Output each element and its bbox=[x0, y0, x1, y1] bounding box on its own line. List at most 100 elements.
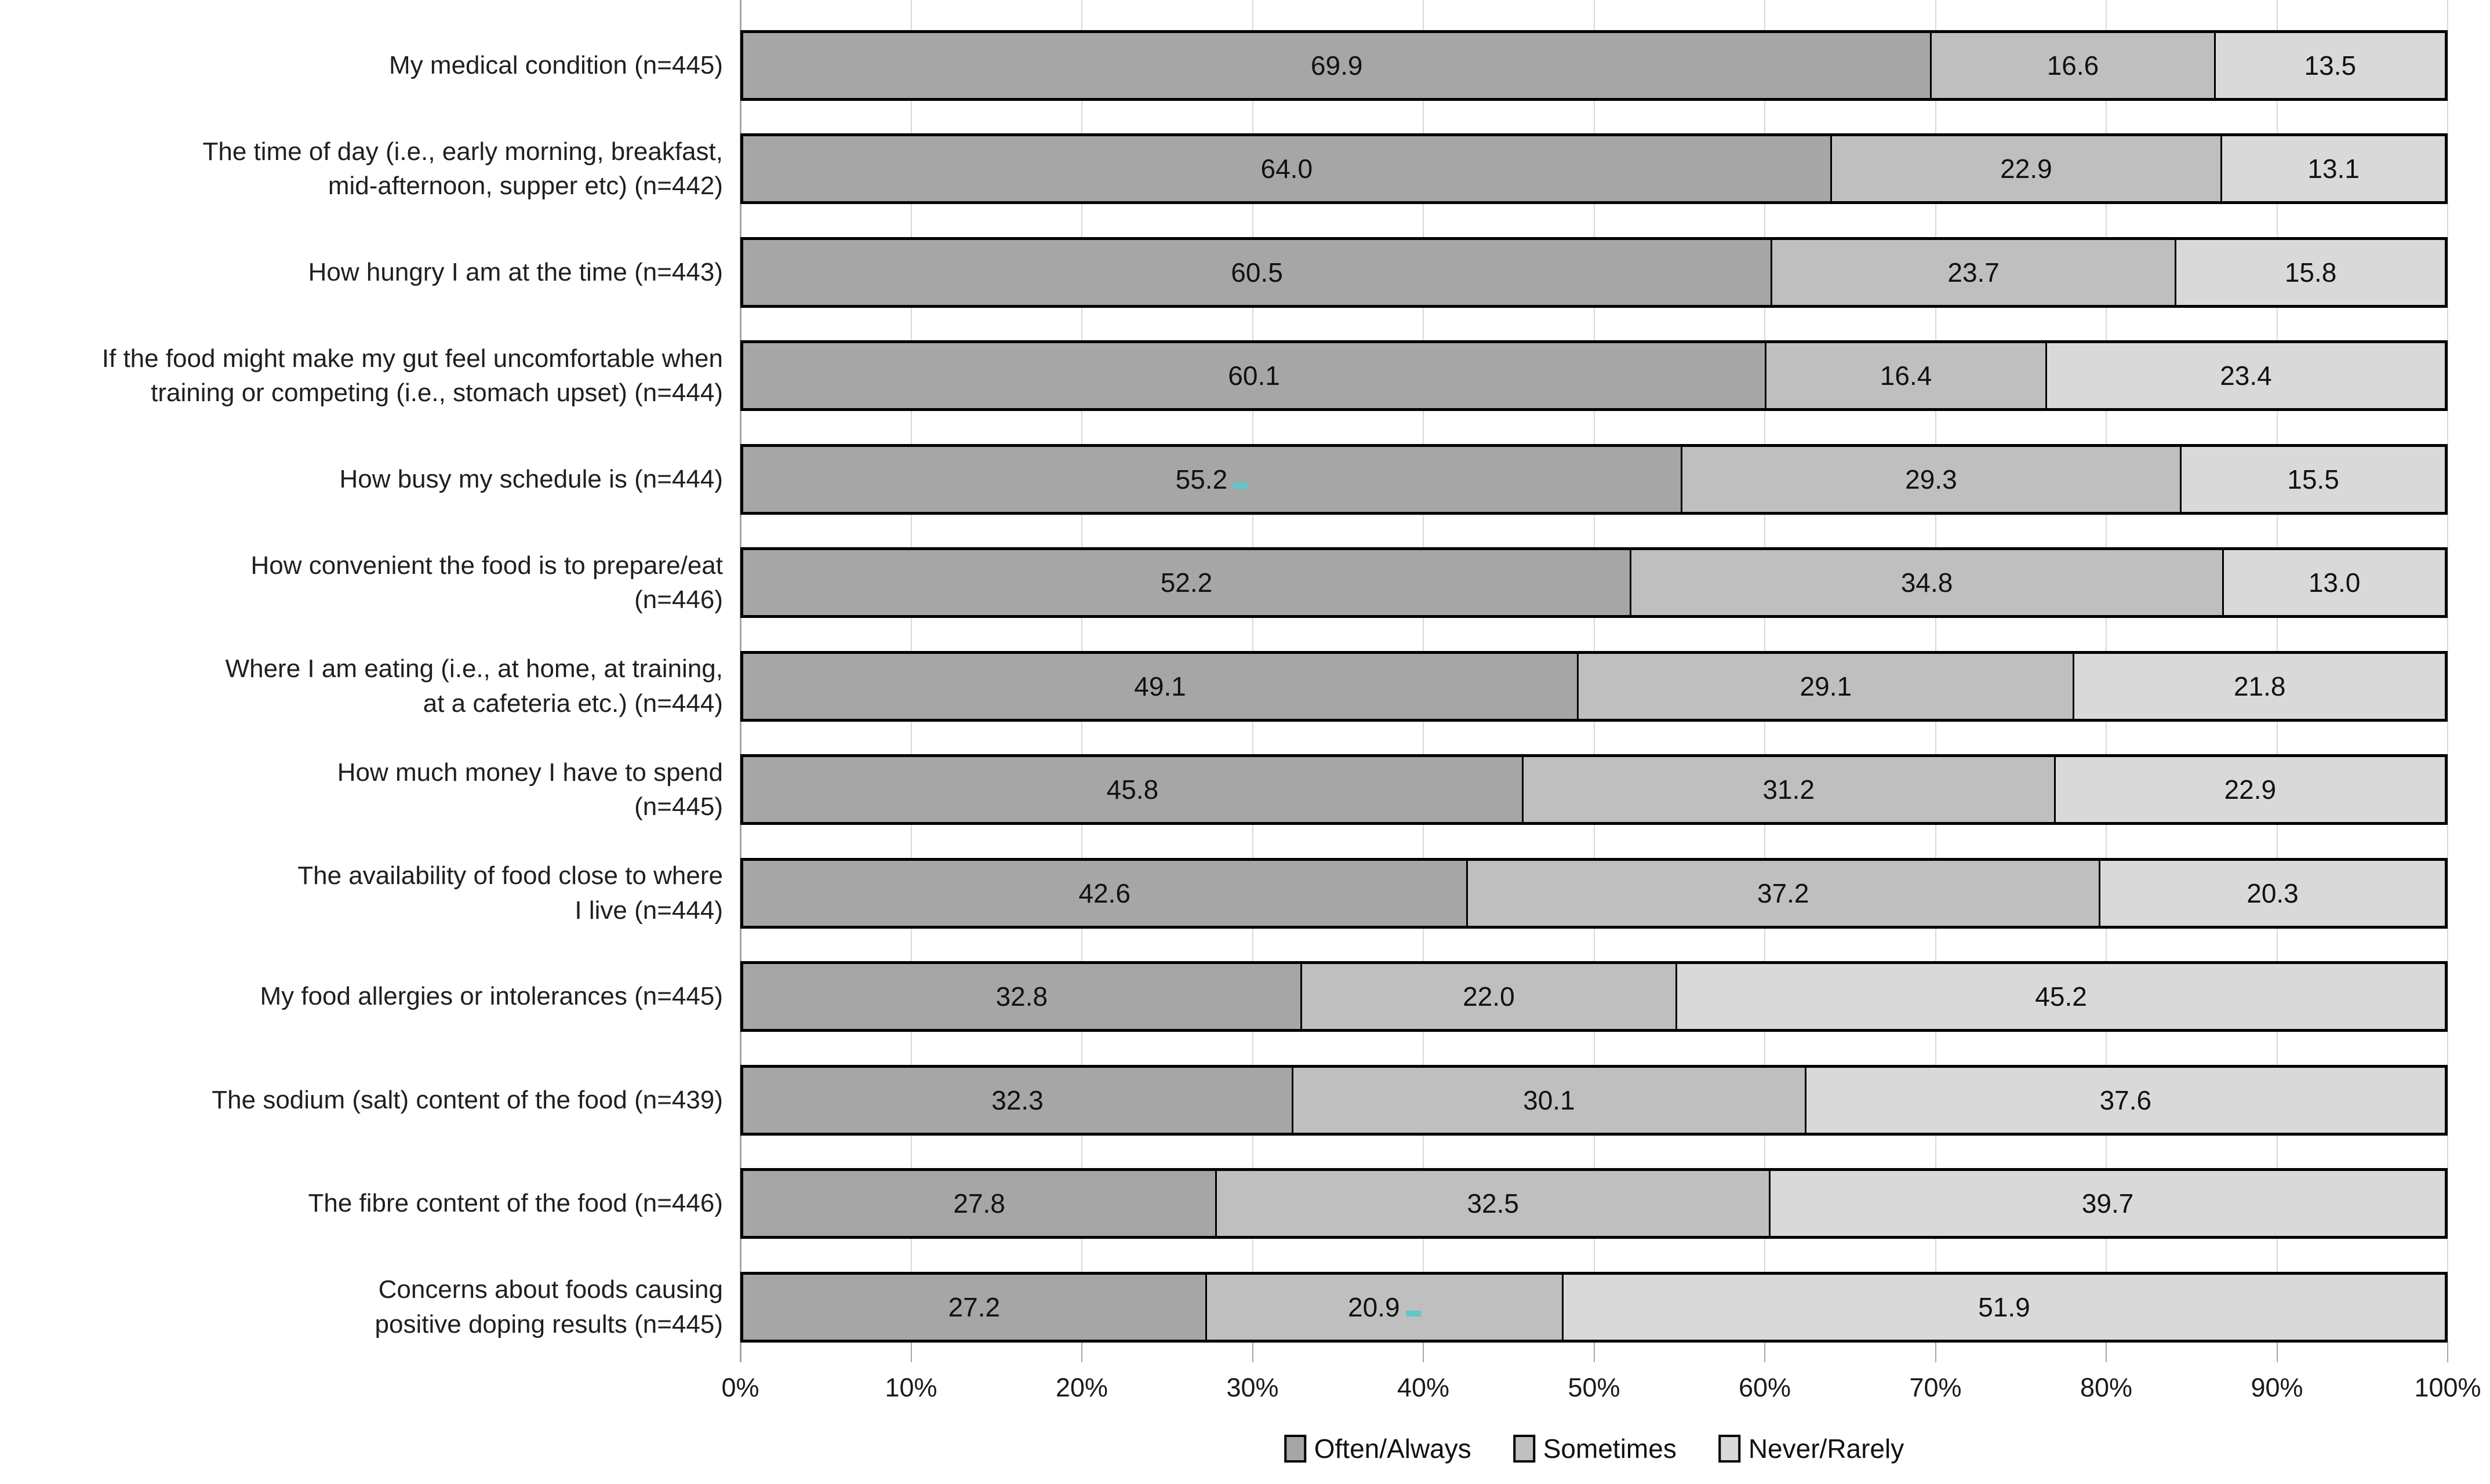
stacked-bar: 32.8 22.0 45.2 bbox=[740, 961, 2448, 1032]
segment-value-label: 23.4 bbox=[2220, 361, 2272, 391]
segment-value-label: 13.0 bbox=[2308, 568, 2361, 598]
stacked-bar: 60.1 16.4 23.4 bbox=[740, 340, 2448, 412]
bar-segment-sometimes: 22.9 bbox=[1830, 136, 2221, 202]
bar-segment-never-rarely: 51.9 bbox=[1561, 1274, 2445, 1340]
bar-row: The time of day (i.e., early morning, br… bbox=[0, 133, 2490, 205]
teal-dash-annotation bbox=[1405, 1310, 1421, 1316]
segment-value-label: 29.3 bbox=[1905, 464, 1957, 494]
axis-tick bbox=[2106, 1343, 2107, 1362]
category-label: The fibre content of the food (n=446) bbox=[308, 1189, 723, 1218]
segment-value-label: 22.9 bbox=[2224, 774, 2277, 805]
x-tick-label: 50% bbox=[1568, 1373, 1620, 1402]
segment-value-label: 45.8 bbox=[1106, 774, 1159, 805]
segment-value-label: 22.9 bbox=[2000, 154, 2052, 184]
bar-segment-never-rarely: 20.3 bbox=[2099, 860, 2445, 926]
segment-value-label: 60.5 bbox=[1231, 257, 1283, 288]
legend-label: Often/Always bbox=[1314, 1434, 1471, 1464]
stacked-bar: 69.9 16.6 13.5 bbox=[740, 30, 2448, 101]
segment-value-label: 64.0 bbox=[1260, 154, 1313, 184]
x-tick-label: 70% bbox=[1909, 1373, 1962, 1402]
category-label: How much money I have to spend (n=445) bbox=[337, 758, 723, 821]
stacked-bar: 32.3 30.1 37.6 bbox=[740, 1064, 2448, 1136]
bar-row: How hungry I am at the time (n=443) 60.5 2… bbox=[0, 237, 2490, 308]
segment-value-label: 32.5 bbox=[1467, 1188, 1519, 1219]
bar-segment-often-always: 27.8 bbox=[743, 1171, 1216, 1236]
segment-value-label: 16.4 bbox=[1880, 361, 1932, 391]
x-tick-label: 60% bbox=[1738, 1373, 1791, 1402]
category-label: The sodium (salt) content of the food (n… bbox=[212, 1085, 723, 1114]
segment-value-label: 30.1 bbox=[1523, 1085, 1575, 1115]
bar-row: How busy my schedule is (n=444) 55.2 29.3 1… bbox=[0, 443, 2490, 515]
segment-value-label: 42.6 bbox=[1078, 878, 1131, 908]
segment-value-label: 39.7 bbox=[2081, 1188, 2134, 1219]
bar-row: Where I am eating (i.e., at home, at tra… bbox=[0, 650, 2490, 722]
category-label: Where I am eating (i.e., at home, at tra… bbox=[225, 654, 723, 718]
segment-value-label: 22.0 bbox=[1463, 981, 1515, 1012]
stacked-bar: 45.8 31.2 22.9 bbox=[740, 754, 2448, 825]
segment-value-label: 31.2 bbox=[1762, 774, 1815, 805]
bar-segment-often-always: 45.8 bbox=[743, 757, 1522, 823]
bar-segment-often-always: 52.2 bbox=[743, 550, 1630, 616]
segment-value-label: 29.1 bbox=[1800, 671, 1852, 701]
x-tick-label: 90% bbox=[2251, 1373, 2303, 1402]
bar-segment-sometimes: 20.9 bbox=[1205, 1274, 1562, 1340]
bar-segment-often-always: 27.2 bbox=[743, 1274, 1205, 1340]
bar-segment-sometimes: 16.6 bbox=[1930, 33, 2214, 98]
x-tick-label: 80% bbox=[2080, 1373, 2133, 1402]
axis-tick bbox=[2447, 1343, 2448, 1362]
bar-segment-never-rarely: 21.8 bbox=[2073, 653, 2445, 719]
segment-value-label: 37.2 bbox=[1757, 878, 1809, 908]
segment-value-label: 32.8 bbox=[995, 981, 1048, 1012]
bar-segment-sometimes: 30.1 bbox=[1292, 1067, 1805, 1133]
axis-tick bbox=[1423, 1343, 1424, 1362]
segment-value-label: 45.2 bbox=[2035, 981, 2087, 1012]
segment-value-label: 27.2 bbox=[948, 1292, 1001, 1322]
legend-item: Often/Always bbox=[1284, 1433, 1471, 1464]
bar-segment-sometimes: 29.3 bbox=[1680, 446, 2180, 512]
bar-segment-sometimes: 32.5 bbox=[1215, 1171, 1769, 1236]
segment-value-label: 69.9 bbox=[1310, 50, 1363, 81]
segment-value-label: 51.9 bbox=[1978, 1292, 2030, 1322]
segment-value-label: 15.5 bbox=[2287, 464, 2339, 494]
bar-segment-never-rarely: 13.5 bbox=[2213, 33, 2445, 98]
bar-row: Concerns about foods causing positive do… bbox=[0, 1271, 2490, 1343]
segment-value-label: 15.8 bbox=[2284, 257, 2337, 288]
bar-segment-sometimes: 16.4 bbox=[1765, 343, 2045, 409]
segment-value-label: 27.8 bbox=[953, 1188, 1005, 1219]
x-tick-label: 0% bbox=[721, 1373, 759, 1402]
bar-segment-never-rarely: 45.2 bbox=[1675, 964, 2445, 1030]
bar-segment-often-always: 32.3 bbox=[743, 1067, 1292, 1133]
stacked-bar: 55.2 29.3 15.5 bbox=[740, 443, 2448, 515]
bar-segment-never-rarely: 15.5 bbox=[2180, 446, 2445, 512]
segment-value-label: 55.2 bbox=[1175, 464, 1228, 494]
category-label: How hungry I am at the time (n=443) bbox=[308, 258, 723, 287]
category-label: How busy my schedule is (n=444) bbox=[339, 465, 723, 494]
axis-tick bbox=[1252, 1343, 1253, 1362]
category-label: My medical condition (n=445) bbox=[389, 51, 723, 80]
bar-segment-never-rarely: 13.1 bbox=[2220, 136, 2445, 202]
segment-value-label: 32.3 bbox=[991, 1085, 1044, 1115]
segment-value-label: 13.5 bbox=[2304, 50, 2357, 81]
bar-segment-often-always: 64.0 bbox=[743, 136, 1830, 202]
stacked-bar: 27.2 20.9 51.9 bbox=[740, 1271, 2448, 1343]
bar-row: The fibre content of the food (n=446) 27.… bbox=[0, 1168, 2490, 1239]
bar-row: My medical condition (n=445) 69.9 16.6 13.5 bbox=[0, 30, 2490, 101]
legend: Often/Always Sometimes Never/Rarely bbox=[1284, 1433, 1904, 1464]
axis-tick bbox=[1935, 1343, 1936, 1362]
teal-dash-annotation bbox=[1233, 482, 1249, 489]
category-label: How convenient the food is to prepare/ea… bbox=[250, 551, 723, 614]
axis-tick bbox=[2276, 1343, 2278, 1362]
bar-segment-never-rarely: 23.4 bbox=[2045, 343, 2445, 409]
axis-tick bbox=[1764, 1343, 1765, 1362]
bar-segment-often-always: 69.9 bbox=[743, 33, 1931, 98]
legend-item: Never/Rarely bbox=[1718, 1433, 1904, 1464]
x-tick-label: 30% bbox=[1226, 1373, 1279, 1402]
bar-segment-never-rarely: 15.8 bbox=[2175, 239, 2445, 305]
x-tick-label: 40% bbox=[1397, 1373, 1450, 1402]
bar-segment-sometimes: 23.7 bbox=[1771, 239, 2175, 305]
gridline bbox=[2447, 0, 2448, 1343]
segment-value-label: 52.2 bbox=[1160, 568, 1213, 598]
category-label: My food allergies or intolerances (n=445… bbox=[260, 982, 723, 1011]
stacked-bar: 64.0 22.9 13.1 bbox=[740, 133, 2448, 205]
bar-segment-sometimes: 29.1 bbox=[1577, 653, 2073, 719]
